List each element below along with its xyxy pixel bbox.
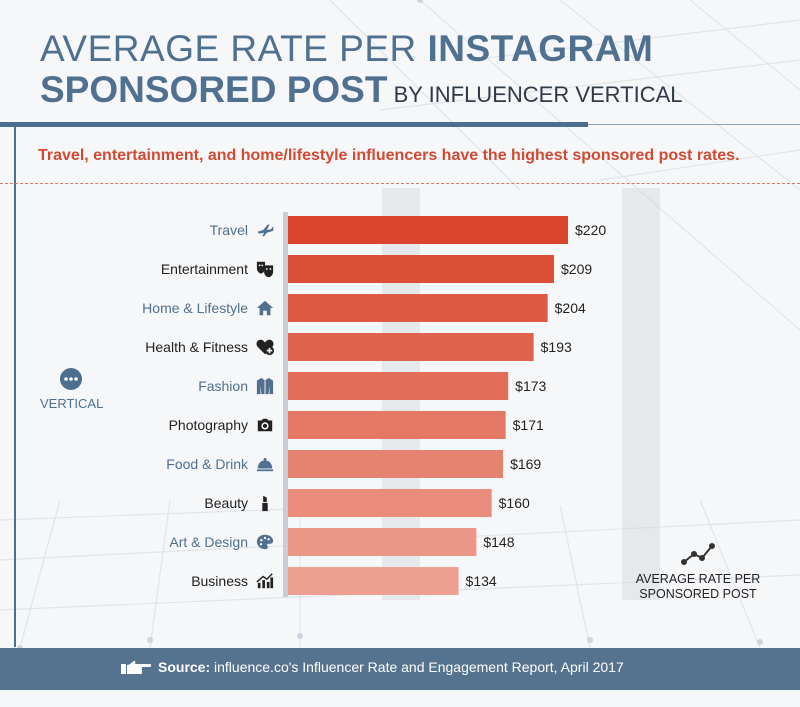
title-small-text: BY INFLUENCER VERTICAL: [387, 82, 683, 107]
legend-label: AVERAGE RATE PER SPONSORED POST: [635, 572, 761, 601]
bar-value-label: $160: [499, 495, 530, 511]
lipstick-icon: [262, 495, 268, 512]
bar: [288, 372, 509, 400]
bar-value-label: $171: [513, 417, 544, 433]
category-tick-label: Beauty: [204, 495, 248, 511]
bar: [288, 255, 554, 283]
category-tick-label: Home & Lifestyle: [142, 300, 248, 316]
category-tick-label: Health & Fitness: [145, 339, 248, 355]
left-border-rule: [14, 127, 16, 647]
y-axis-title-label: VERTICAL: [40, 396, 104, 411]
bar: [288, 216, 568, 244]
bar: [288, 333, 534, 361]
title-divider-thin: [588, 124, 800, 125]
bar-value-label: $193: [541, 339, 572, 355]
bar-value-label: $204: [555, 300, 586, 316]
bar-value-label: $148: [483, 534, 514, 550]
chart-subtitle: Travel, entertainment, and home/lifestyl…: [38, 147, 740, 164]
bar: [288, 411, 506, 439]
bar-value-label: $173: [515, 378, 546, 394]
theater-masks-icon: [256, 261, 274, 278]
camera-icon: [257, 418, 273, 432]
title-line-2: SPONSORED POST BY INFLUENCER VERTICAL: [40, 71, 683, 108]
title-bold-text: INSTAGRAM: [427, 28, 654, 69]
title-light-text: AVERAGE RATE PER: [40, 28, 428, 69]
airplane-icon: [257, 224, 274, 237]
y-axis-title: VERTICAL: [40, 368, 104, 411]
bar: [288, 567, 459, 595]
bar-value-label: $169: [510, 456, 541, 472]
bar: [288, 450, 504, 478]
category-tick-label: Travel: [210, 222, 248, 238]
bar-value-label: $220: [575, 222, 606, 238]
page-title: AVERAGE RATE PER INSTAGRAM SPONSORED POS…: [40, 30, 683, 108]
category-tick-label: Art & Design: [169, 534, 248, 550]
category-tick-label: Fashion: [198, 378, 248, 394]
x-axis-legend: AVERAGE RATE PER SPONSORED POST: [628, 540, 768, 602]
bar: [288, 489, 492, 517]
bar-value-label: $209: [561, 261, 592, 277]
heart-plus-icon: [256, 338, 274, 356]
title-bold-text-2: SPONSORED POST: [40, 69, 388, 110]
background-column-band: [622, 188, 660, 600]
title-line-1: AVERAGE RATE PER INSTAGRAM: [40, 30, 683, 67]
y-axis-line: [283, 212, 288, 597]
pointing-hand-icon: [121, 660, 152, 674]
source-line: Source: influence.co's Influencer Rate a…: [120, 659, 624, 675]
category-tick-label: Photography: [169, 417, 248, 433]
serving-cloche-icon: [256, 458, 274, 472]
category-tick-label: Food & Drink: [166, 456, 249, 472]
dashed-divider: [0, 183, 800, 184]
more-dots-icon: [60, 368, 82, 390]
trend-line-icon: [681, 543, 715, 565]
house-icon: [256, 300, 274, 316]
source-label: Source:: [158, 659, 211, 675]
bar-chart-icon: [256, 573, 274, 589]
source-text: influence.co's Influencer Rate and Engag…: [210, 659, 624, 675]
bar: [288, 528, 477, 556]
jacket-icon: [256, 377, 274, 395]
category-tick-label: Business: [191, 573, 248, 589]
category-tick-label: Entertainment: [161, 261, 248, 277]
bar-value-label: $134: [466, 573, 497, 589]
title-divider: [0, 122, 588, 127]
bar: [288, 294, 548, 322]
palette-icon: [256, 534, 274, 550]
source-footer: Source: influence.co's Influencer Rate a…: [0, 648, 800, 690]
